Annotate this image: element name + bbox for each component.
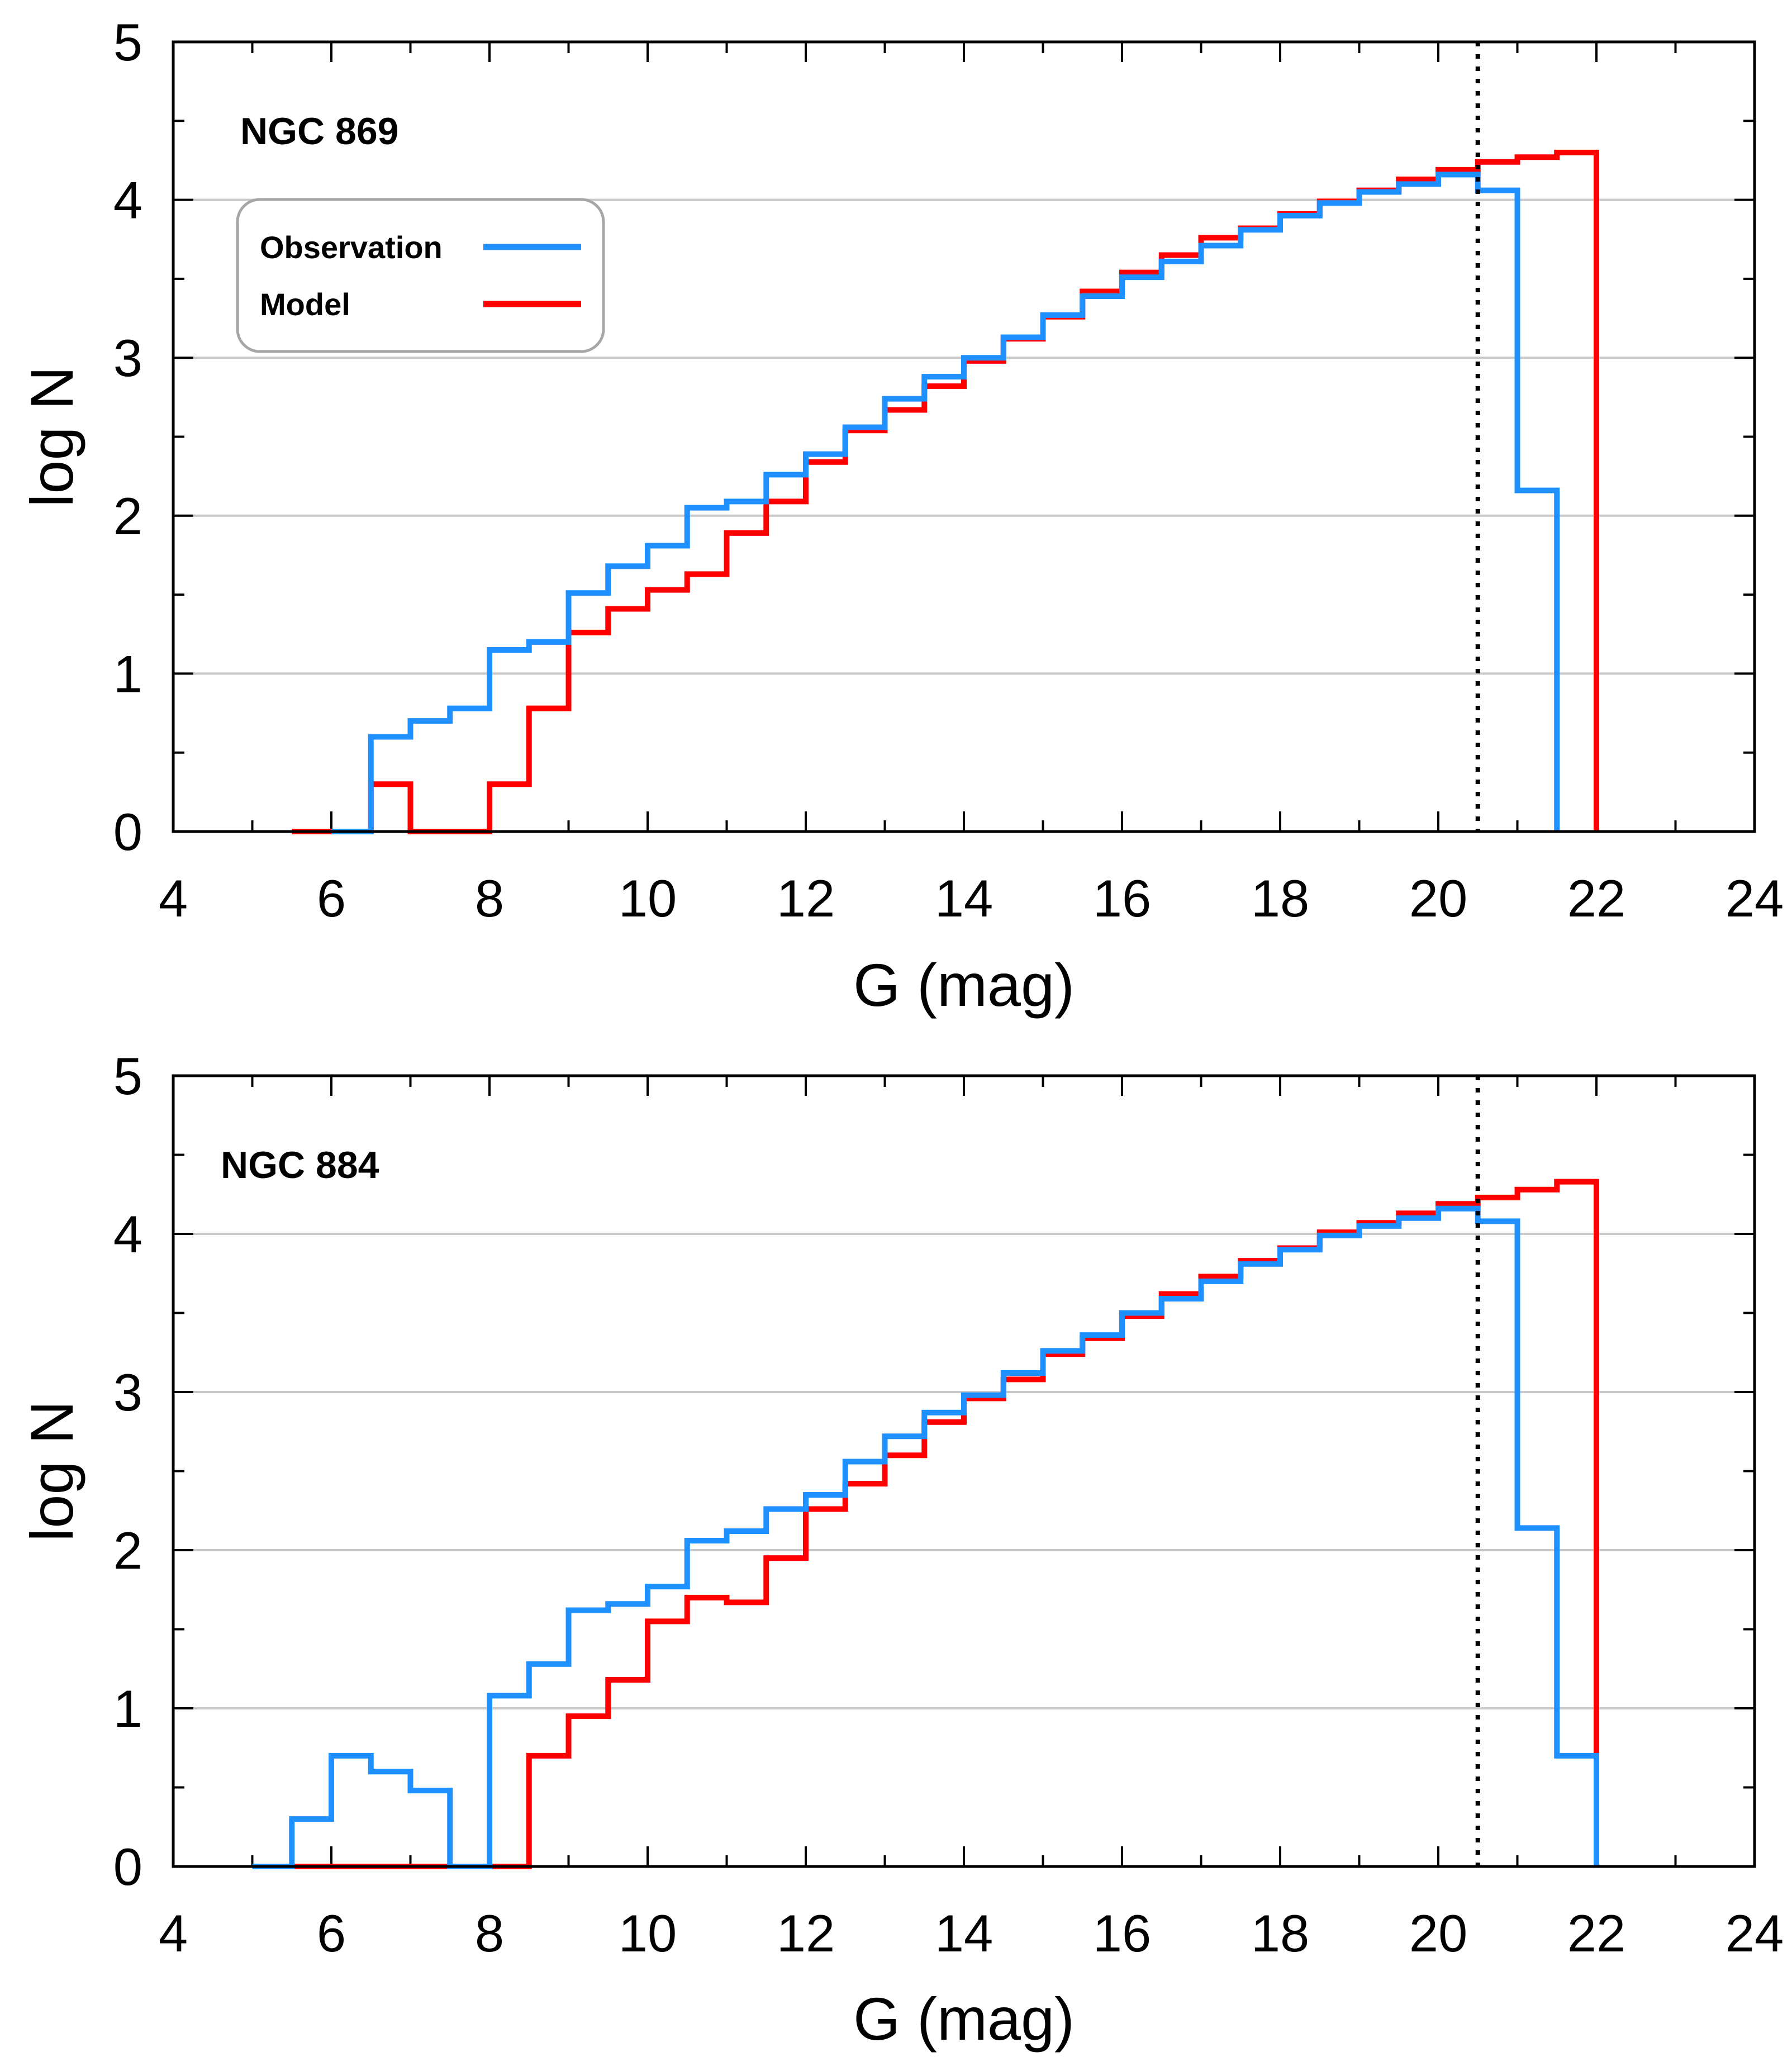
y-tick-label: 2 xyxy=(113,1521,142,1580)
x-tick-label: 12 xyxy=(777,1904,835,1963)
x-tick-label: 24 xyxy=(1726,869,1784,928)
y-tick-label: 4 xyxy=(113,171,142,230)
x-tick-label: 6 xyxy=(317,1904,346,1963)
y-tick-label: 0 xyxy=(113,1837,142,1896)
y-tick-label: 0 xyxy=(113,802,142,861)
plot-frame xyxy=(172,1074,1756,1868)
x-tick-label: 18 xyxy=(1251,1904,1310,1963)
legend: Observation Model xyxy=(236,198,605,353)
x-tick-label: 18 xyxy=(1251,869,1310,928)
x-tick-label: 8 xyxy=(475,1904,504,1963)
plot-frame xyxy=(172,40,1756,833)
panel-label: NGC 884 xyxy=(221,1144,379,1186)
y-tick-label: 3 xyxy=(113,1363,142,1422)
y-tick-label: 3 xyxy=(113,329,142,387)
legend-label-model: Model xyxy=(260,287,350,322)
x-tick-label: 10 xyxy=(619,869,677,928)
y-tick-label: 5 xyxy=(113,1047,142,1105)
y-axis-title: log N xyxy=(18,366,85,507)
panel-label: NGC 869 xyxy=(240,110,398,153)
x-tick-label: 20 xyxy=(1409,1904,1468,1963)
x-tick-label: 14 xyxy=(935,1904,994,1963)
x-tick-label: 8 xyxy=(475,869,504,928)
y-tick-label: 1 xyxy=(113,644,142,703)
legend-label-observation: Observation xyxy=(260,230,443,265)
x-tick-label: 12 xyxy=(777,869,835,928)
x-tick-label: 24 xyxy=(1726,1904,1784,1963)
legend-box xyxy=(236,198,605,353)
x-tick-label: 22 xyxy=(1567,869,1626,928)
x-tick-label: 4 xyxy=(159,869,188,928)
series-line-observation xyxy=(252,1205,1599,1869)
y-tick-label: 2 xyxy=(113,487,142,545)
x-tick-label: 4 xyxy=(159,1904,188,1963)
x-axis-title: G (mag) xyxy=(853,1985,1075,2053)
x-tick-label: 6 xyxy=(317,869,346,928)
x-tick-label: 10 xyxy=(619,1904,677,1963)
y-axis-title: log N xyxy=(18,1400,85,1541)
y-tick-label: 4 xyxy=(113,1205,142,1264)
x-tick-label: 16 xyxy=(1093,1904,1152,1963)
y-tick-label: 1 xyxy=(113,1679,142,1738)
x-tick-label: 14 xyxy=(935,869,994,928)
x-tick-label: 22 xyxy=(1567,1904,1626,1963)
x-tick-label: 20 xyxy=(1409,869,1468,928)
x-tick-label: 16 xyxy=(1093,869,1152,928)
series-line-observation xyxy=(331,172,1560,834)
x-axis-title: G (mag) xyxy=(853,951,1075,1019)
y-tick-label: 5 xyxy=(113,13,142,72)
